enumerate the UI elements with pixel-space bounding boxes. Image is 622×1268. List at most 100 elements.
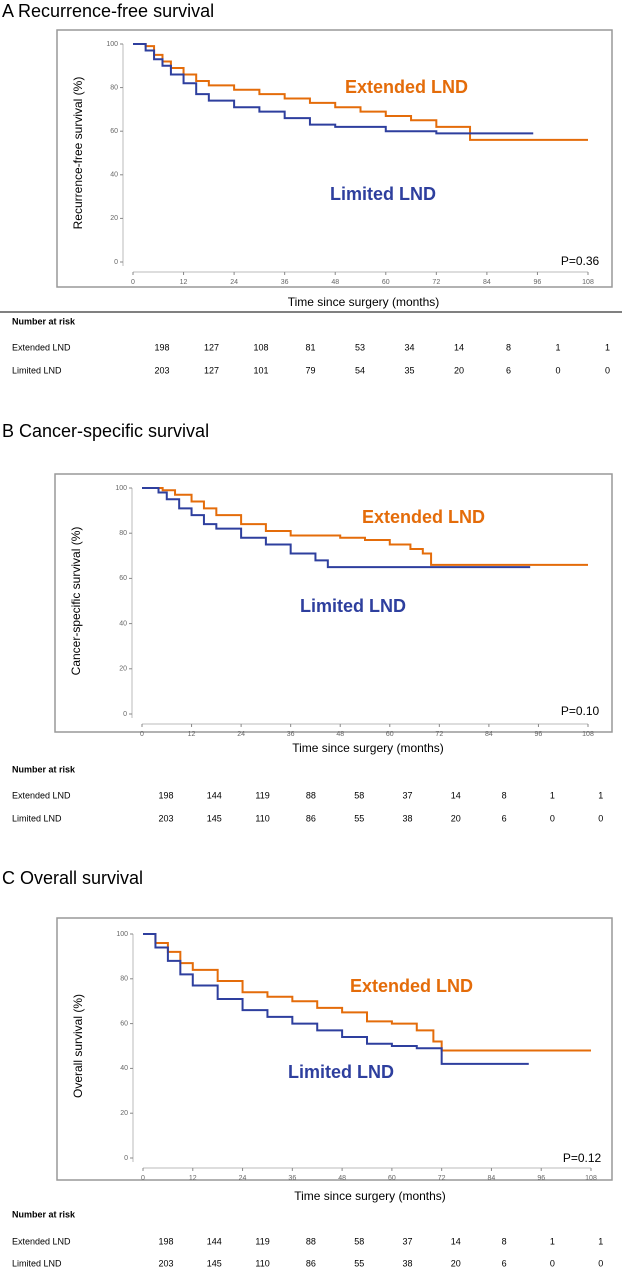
risk-value: 38 [402, 813, 412, 823]
risk-value: 8 [506, 342, 511, 352]
risk-value: 0 [550, 813, 555, 823]
risk-value: 1 [598, 790, 603, 800]
risk-table-title: Number at risk [12, 764, 76, 774]
x-tick-label: 72 [438, 1175, 446, 1182]
risk-value: 86 [306, 813, 316, 823]
plot-frame [54, 473, 613, 733]
risk-value: 54 [355, 365, 365, 375]
risk-value: 14 [451, 1236, 461, 1246]
p-value: P=0.10 [561, 704, 600, 718]
x-tick-label: 0 [141, 1175, 145, 1182]
y-tick-label: 20 [120, 1110, 128, 1117]
risk-row-label: Extended LND [12, 1236, 71, 1246]
y-tick-label: 80 [119, 530, 127, 537]
risk-value: 58 [354, 1236, 364, 1246]
series-label: Extended LND [345, 77, 468, 97]
risk-value: 34 [404, 342, 414, 352]
x-tick-label: 60 [386, 731, 394, 738]
x-tick-label: 24 [230, 279, 238, 286]
risk-value: 6 [502, 813, 507, 823]
y-tick-label: 0 [124, 1155, 128, 1162]
y-tick-label: 20 [110, 215, 118, 222]
survival-curve [142, 487, 588, 566]
x-tick-label: 12 [180, 279, 188, 286]
risk-value: 14 [451, 790, 461, 800]
y-tick-label: 40 [110, 172, 118, 179]
x-tick-label: 72 [432, 279, 440, 286]
survival-curve [143, 933, 591, 1052]
survival-curve [142, 487, 531, 569]
y-tick-label: 80 [120, 976, 128, 983]
risk-value: 144 [207, 1236, 222, 1246]
risk-value: 8 [502, 790, 507, 800]
risk-value: 110 [255, 813, 269, 823]
risk-value: 55 [354, 1258, 364, 1268]
x-tick-label: 48 [338, 1175, 346, 1182]
x-tick-label: 96 [535, 731, 543, 738]
x-tick-label: 72 [435, 731, 443, 738]
risk-row-label: Extended LND [12, 790, 71, 800]
x-tick-label: 48 [331, 279, 339, 286]
risk-value: 20 [451, 1258, 461, 1268]
risk-value: 53 [355, 342, 365, 352]
chart-title: A Recurrence-free survival [2, 1, 214, 21]
x-tick-label: 108 [582, 731, 594, 738]
series-label: Limited LND [300, 596, 406, 616]
x-axis-label: Time since surgery (months) [294, 1189, 446, 1203]
risk-value: 119 [255, 1236, 269, 1246]
risk-value: 119 [255, 790, 269, 800]
risk-value: 198 [158, 790, 173, 800]
y-tick-label: 100 [116, 931, 128, 938]
x-tick-label: 24 [239, 1175, 247, 1182]
y-tick-label: 80 [110, 84, 118, 91]
risk-value: 88 [306, 790, 316, 800]
risk-value: 0 [605, 365, 610, 375]
plot-frame [56, 917, 613, 1181]
risk-value: 55 [354, 813, 364, 823]
y-tick-label: 20 [119, 666, 127, 673]
x-tick-label: 36 [281, 279, 289, 286]
y-tick-label: 40 [119, 620, 127, 627]
risk-value: 6 [502, 1258, 507, 1268]
risk-value: 35 [404, 365, 414, 375]
risk-value: 14 [454, 342, 464, 352]
x-tick-label: 84 [485, 731, 493, 738]
series-label: Extended LND [350, 976, 473, 996]
p-value: P=0.36 [561, 254, 600, 268]
x-tick-label: 0 [131, 279, 135, 286]
risk-value: 145 [207, 813, 222, 823]
risk-value: 127 [204, 342, 219, 352]
chart-title: B Cancer-specific survival [2, 421, 209, 441]
risk-value: 88 [306, 1236, 316, 1246]
y-tick-label: 40 [120, 1065, 128, 1072]
risk-value: 0 [550, 1258, 555, 1268]
chart-title: C Overall survival [2, 868, 143, 888]
y-axis-label: Overall survival (%) [71, 994, 85, 1098]
risk-value: 79 [305, 365, 315, 375]
series-label: Limited LND [288, 1062, 394, 1082]
risk-value: 203 [158, 813, 173, 823]
y-tick-label: 60 [119, 575, 127, 582]
risk-value: 1 [550, 1236, 555, 1246]
y-tick-label: 0 [114, 259, 118, 266]
plot-frame [56, 29, 613, 288]
risk-value: 203 [158, 1258, 173, 1268]
risk-row-label: Limited LND [12, 1258, 62, 1268]
y-axis-label: Cancer-specific survival (%) [69, 527, 83, 676]
x-tick-label: 108 [582, 279, 594, 286]
risk-value: 86 [306, 1258, 316, 1268]
risk-value: 38 [402, 1258, 412, 1268]
risk-value: 0 [598, 813, 603, 823]
risk-value: 6 [506, 365, 511, 375]
y-axis-label: Recurrence-free survival (%) [71, 77, 85, 230]
risk-value: 37 [402, 1236, 412, 1246]
y-tick-label: 60 [120, 1020, 128, 1027]
risk-value: 1 [598, 1236, 603, 1246]
risk-value: 1 [605, 342, 610, 352]
x-tick-label: 12 [189, 1175, 197, 1182]
x-axis-label: Time since surgery (months) [292, 741, 444, 755]
risk-value: 108 [253, 342, 268, 352]
risk-value: 110 [255, 1258, 269, 1268]
x-tick-label: 84 [488, 1175, 496, 1182]
risk-value: 144 [207, 790, 222, 800]
